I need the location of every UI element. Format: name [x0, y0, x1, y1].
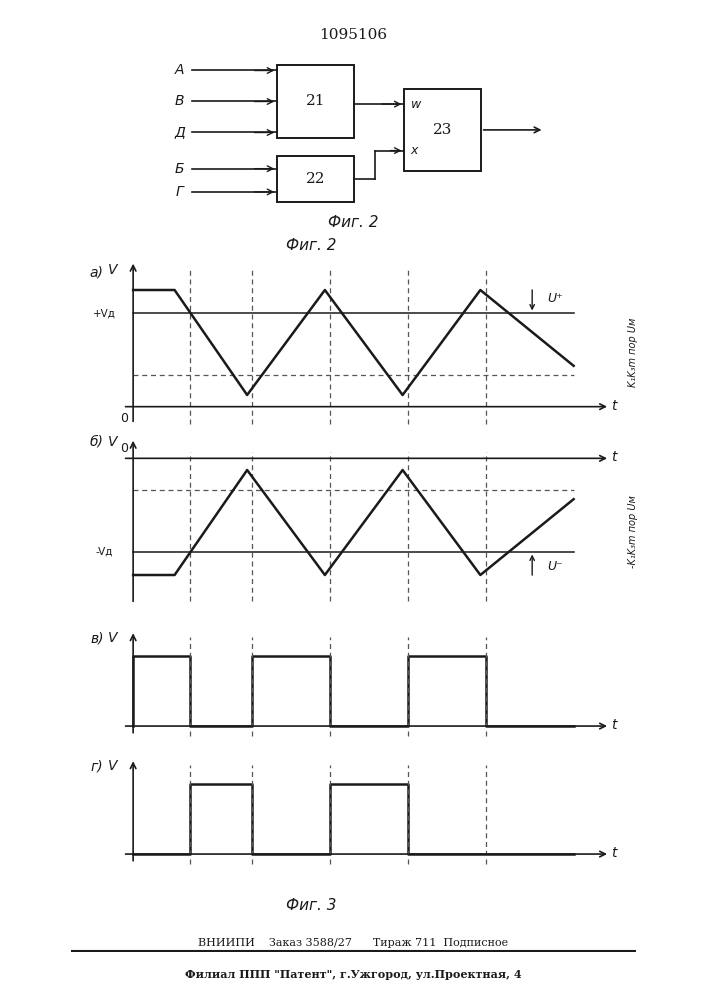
Text: Фиг. 2: Фиг. 2	[328, 215, 379, 230]
Text: б): б)	[90, 435, 104, 449]
Text: x: x	[411, 144, 418, 157]
Text: А: А	[175, 63, 185, 77]
Text: Фиг. 3: Фиг. 3	[286, 898, 337, 912]
Text: 23: 23	[433, 123, 452, 137]
Text: Г: Г	[176, 185, 183, 199]
Text: Б: Б	[175, 162, 185, 176]
Text: Фиг. 2: Фиг. 2	[286, 237, 337, 252]
Text: 21: 21	[305, 94, 325, 108]
Text: 0: 0	[119, 442, 128, 455]
Text: г): г)	[90, 759, 103, 773]
Bar	[277, 65, 354, 138]
Text: V: V	[107, 631, 117, 645]
Text: а): а)	[90, 265, 104, 279]
Text: 1095106: 1095106	[320, 28, 387, 42]
Text: -Vд: -Vд	[96, 547, 113, 557]
Text: ВНИИПИ    Заказ 3588/27      Тираж 711  Подписное: ВНИИПИ Заказ 3588/27 Тираж 711 Подписное	[199, 938, 508, 948]
Text: t: t	[612, 846, 617, 860]
Text: 0: 0	[119, 412, 128, 425]
Text: w: w	[411, 98, 421, 111]
Text: V: V	[107, 435, 117, 449]
Text: t: t	[612, 718, 617, 732]
Text: V: V	[107, 263, 117, 277]
Text: U⁻: U⁻	[548, 560, 563, 573]
Text: Д: Д	[174, 125, 185, 139]
Text: K₁K₃m пор Uм: K₁K₃m пор Uм	[628, 317, 638, 387]
Text: V: V	[107, 759, 117, 773]
Text: В: В	[175, 94, 185, 108]
Bar	[404, 89, 481, 171]
Text: U⁺: U⁺	[548, 292, 563, 305]
Text: Филиал ППП "Патент", г.Ужгород, ул.Проектная, 4: Филиал ППП "Патент", г.Ужгород, ул.Проек…	[185, 968, 522, 980]
Bar	[277, 156, 354, 202]
Text: t: t	[612, 450, 617, 464]
Text: в): в)	[90, 631, 104, 645]
Text: -K₁K₃m пор Uм: -K₁K₃m пор Uм	[628, 496, 638, 568]
Text: 22: 22	[305, 172, 325, 186]
Text: +Vд: +Vд	[93, 308, 116, 318]
Text: t: t	[612, 398, 617, 412]
